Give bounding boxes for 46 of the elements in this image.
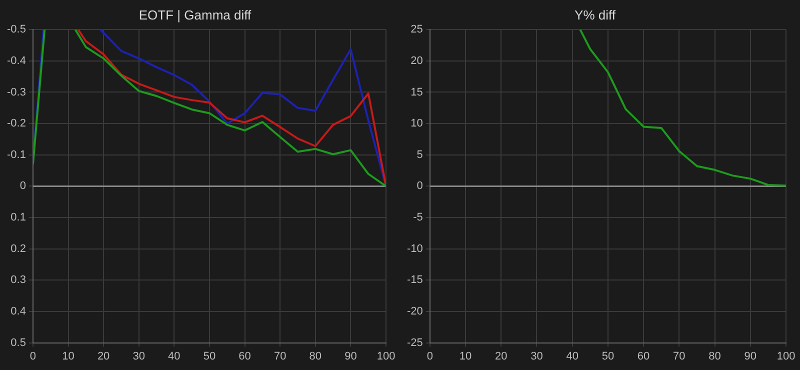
y-tick-label: 15 (410, 86, 423, 98)
y-tick-label: 10 (410, 118, 423, 130)
y-tick-label: 0 (20, 180, 26, 192)
x-tick-label: 100 (376, 350, 396, 362)
y-tick-label: -0.3 (6, 86, 26, 98)
y-tick-label: -10 (406, 242, 423, 255)
y-tick-label: 0.2 (10, 242, 26, 255)
x-tick-label: 50 (602, 350, 614, 362)
x-tick-label: 80 (309, 350, 322, 362)
x-tick-label: 80 (708, 350, 721, 362)
x-tick-label: 90 (344, 350, 357, 362)
y-tick-label: -0.4 (6, 54, 26, 67)
y-tick-label: -20 (406, 306, 423, 318)
chart-title: Y% diff (574, 7, 616, 22)
y-tick-label: 0 (416, 180, 423, 192)
x-tick-label: 60 (238, 350, 251, 362)
y-tick-label: 20 (410, 54, 423, 67)
y-tick-label: 25 (410, 24, 423, 36)
y-tick-label: -0.5 (6, 24, 26, 36)
x-tick-label: 90 (744, 350, 757, 362)
x-tick-label: 10 (62, 350, 74, 362)
x-tick-label: 70 (673, 350, 686, 362)
x-tick-label: 40 (566, 350, 578, 362)
y-tick-label: -0.1 (6, 148, 26, 161)
chart-title: EOTF | Gamma diff (138, 7, 252, 22)
x-tick-label: 30 (132, 350, 145, 362)
x-tick-label: 100 (776, 350, 796, 362)
x-tick-label: 50 (203, 350, 216, 362)
y-tick-label: 5 (416, 148, 423, 161)
y-tick-label: -25 (406, 336, 423, 349)
x-tick-label: 70 (274, 350, 286, 362)
x-tick-label: 0 (30, 350, 36, 362)
y-tick-label: -0.2 (6, 118, 26, 130)
x-tick-label: 20 (494, 350, 508, 362)
y-tick-label: 0.3 (10, 274, 26, 286)
y-tick-label: -15 (406, 274, 423, 286)
x-tick-label: 40 (168, 350, 180, 362)
y-tick-label: 0.4 (10, 306, 26, 318)
y-tick-label: -5 (413, 212, 423, 224)
x-tick-label: 0 (426, 350, 433, 362)
x-tick-label: 30 (530, 350, 543, 362)
y-tick-label: 0.5 (10, 336, 26, 349)
x-tick-label: 10 (459, 350, 472, 362)
y-tick-label: 0.1 (10, 212, 26, 224)
x-tick-label: 60 (637, 350, 650, 362)
x-tick-label: 20 (97, 350, 110, 362)
